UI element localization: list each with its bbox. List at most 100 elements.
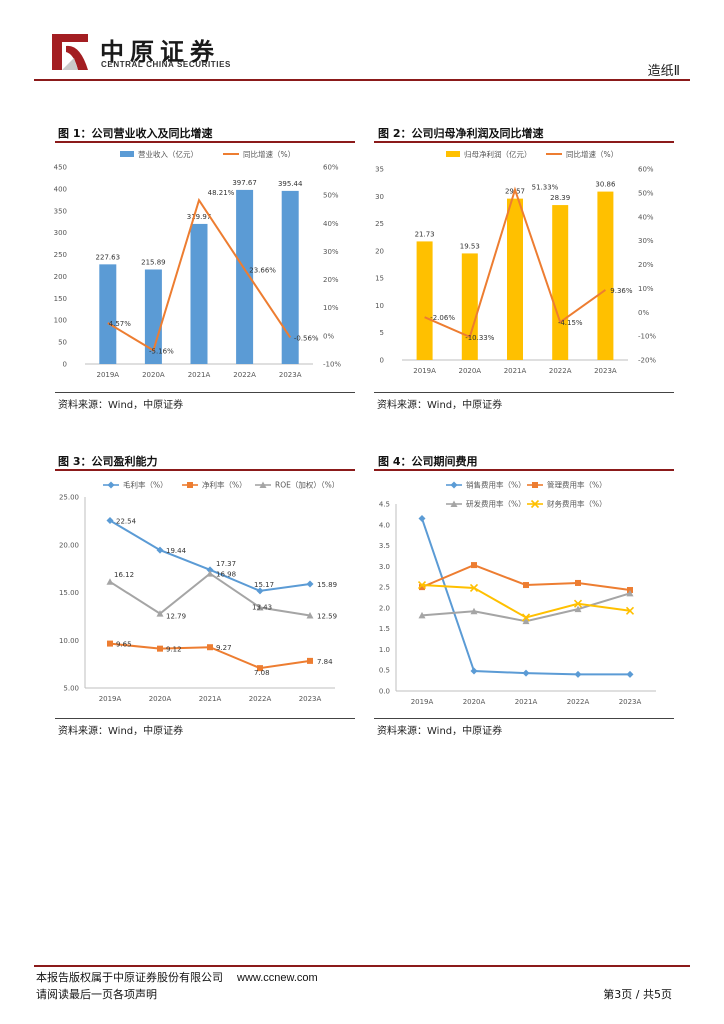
series-point xyxy=(470,667,478,675)
y-right-tick-label: 50% xyxy=(323,192,339,200)
series-value-label: 15.89 xyxy=(317,581,337,589)
series-value-label: 16.12 xyxy=(114,571,134,579)
growth-value-label: 9.36% xyxy=(610,287,633,295)
y-right-tick-label: 20% xyxy=(638,261,654,269)
y-right-tick-label: 30% xyxy=(323,248,339,256)
y-left-tick-label: 20 xyxy=(375,247,384,255)
x-tick-label: 2019A xyxy=(411,698,434,706)
bar xyxy=(552,205,569,360)
x-tick-label: 2023A xyxy=(594,367,617,375)
x-tick-label: 2019A xyxy=(413,367,436,375)
footer-disclaimer: 请阅读最后一页各项声明 xyxy=(36,988,157,1001)
y-tick-label: 10.00 xyxy=(59,637,79,645)
y-tick-label: 4.0 xyxy=(379,521,390,529)
bar-value-label: 397.67 xyxy=(232,179,257,187)
series-point xyxy=(156,610,164,617)
y-right-tick-label: 50% xyxy=(638,189,654,197)
series-point xyxy=(625,606,635,615)
series-point xyxy=(522,669,530,677)
y-left-tick-label: 150 xyxy=(54,295,67,303)
series-point xyxy=(257,665,263,672)
series-value-label: 7.08 xyxy=(254,669,270,677)
series-point xyxy=(522,617,530,625)
bar-value-label: 215.89 xyxy=(141,258,166,266)
y-tick-label: 4.5 xyxy=(379,501,390,509)
bar-value-label: 227.63 xyxy=(96,253,121,261)
figure-2-bottom-rule xyxy=(374,392,674,393)
legend-bar-label: 归母净利润（亿元） xyxy=(464,149,532,159)
y-tick-label: 25.00 xyxy=(59,494,79,502)
y-left-tick-label: 200 xyxy=(54,273,67,281)
x-tick-label: 2020A xyxy=(463,698,486,706)
legend-series-label: 净利率（%） xyxy=(202,480,247,490)
figure-1-title: 图 1：公司营业收入及同比增速 xyxy=(58,127,213,140)
bar xyxy=(461,253,478,360)
y-right-tick-label: -10% xyxy=(323,361,341,369)
figure-2-top-rule xyxy=(374,141,674,143)
series-value-label: 9.27 xyxy=(216,644,232,652)
x-tick-label: 2023A xyxy=(619,698,642,706)
series-value-label: 15.17 xyxy=(254,581,274,589)
y-right-tick-label: 60% xyxy=(323,164,339,172)
header-divider xyxy=(34,79,690,81)
legend-marker xyxy=(450,500,458,507)
y-left-tick-label: 35 xyxy=(375,166,384,174)
y-left-tick-label: 10 xyxy=(375,302,384,310)
series-value-label: 17.37 xyxy=(216,560,236,568)
y-left-tick-label: 50 xyxy=(58,339,67,347)
series-value-label: 22.54 xyxy=(116,517,137,525)
x-tick-label: 2022A xyxy=(549,367,572,375)
figure-1-chart: 营业收入（亿元） 同比增速（%） 0 50 100 150 200 250 300 350 400 4… xyxy=(54,149,342,379)
y-right-tick-label: 0% xyxy=(638,309,649,317)
legend-bar-label: 营业收入（亿元） xyxy=(138,149,198,159)
series-point xyxy=(574,605,582,613)
y-left-tick-label: 400 xyxy=(54,185,67,193)
series-value-label: 13.43 xyxy=(252,603,272,611)
series-point xyxy=(575,579,581,586)
bar xyxy=(190,223,208,364)
x-tick-label: 2019A xyxy=(99,695,122,703)
figure-4-title: 图 4：公司期间费用 xyxy=(378,455,478,468)
series-value-label: 12.59 xyxy=(317,613,337,621)
legend-series-label: 财务费用率（%） xyxy=(547,499,607,509)
y-left-tick-label: 0 xyxy=(63,361,67,369)
y-left-tick-label: 300 xyxy=(54,229,67,237)
series-point xyxy=(306,612,314,619)
series-point xyxy=(418,515,426,523)
y-left-tick-label: 30 xyxy=(375,193,384,201)
y-tick-label: 3.0 xyxy=(379,563,390,571)
legend-series-label: ROE（加权）（%） xyxy=(275,480,339,490)
y-left-tick-label: 0 xyxy=(380,357,384,365)
series-point xyxy=(256,603,264,611)
legend-bar-swatch xyxy=(446,151,460,157)
growth-value-label: 51.33% xyxy=(532,184,559,192)
legend-series-label: 管理费用率（%） xyxy=(547,480,607,490)
figure-4-chart: 销售费用率（%） 管理费用率（%） 研发费用率（%） 财务费用率（%） 0.0 0.5 1.… xyxy=(379,480,656,706)
x-tick-label: 2020A xyxy=(458,367,481,375)
figure-3-chart: 毛利率（%） 净利率（%） ROE（加权）（%） 5.00 10.00 15.00 20.0… xyxy=(59,480,339,704)
series-line xyxy=(109,519,311,592)
company-logo: 中原证券 CENTRAL CHINA SECURITIES xyxy=(48,30,248,74)
industry-label: 造纸Ⅱ xyxy=(647,64,680,79)
series-point xyxy=(523,582,529,589)
footer-website-link[interactable]: www.ccnew.com xyxy=(237,972,318,984)
page-number: 第3页 / 共5页 xyxy=(603,988,672,1001)
y-left-tick-label: 5 xyxy=(380,329,384,337)
series-point xyxy=(419,584,425,591)
series-point xyxy=(573,599,583,608)
figure-3-bottom-rule xyxy=(55,718,355,719)
y-right-tick-label: 20% xyxy=(323,276,339,284)
figure-1-top-rule xyxy=(55,141,355,143)
series-value-label: 9.65 xyxy=(116,641,132,649)
x-tick-label: 2021A xyxy=(199,695,222,703)
y-tick-label: 5.00 xyxy=(63,685,79,693)
series-line xyxy=(109,572,311,617)
growth-value-label: -0.56% xyxy=(294,334,319,342)
y-tick-label: 1.5 xyxy=(379,625,390,633)
bar xyxy=(507,198,523,360)
legend-line-label: 同比增速（%） xyxy=(243,149,295,159)
x-tick-label: 2022A xyxy=(567,698,590,706)
series-point xyxy=(107,640,113,647)
series-value-label: 9.12 xyxy=(166,646,182,654)
y-tick-label: 2.5 xyxy=(379,584,390,592)
